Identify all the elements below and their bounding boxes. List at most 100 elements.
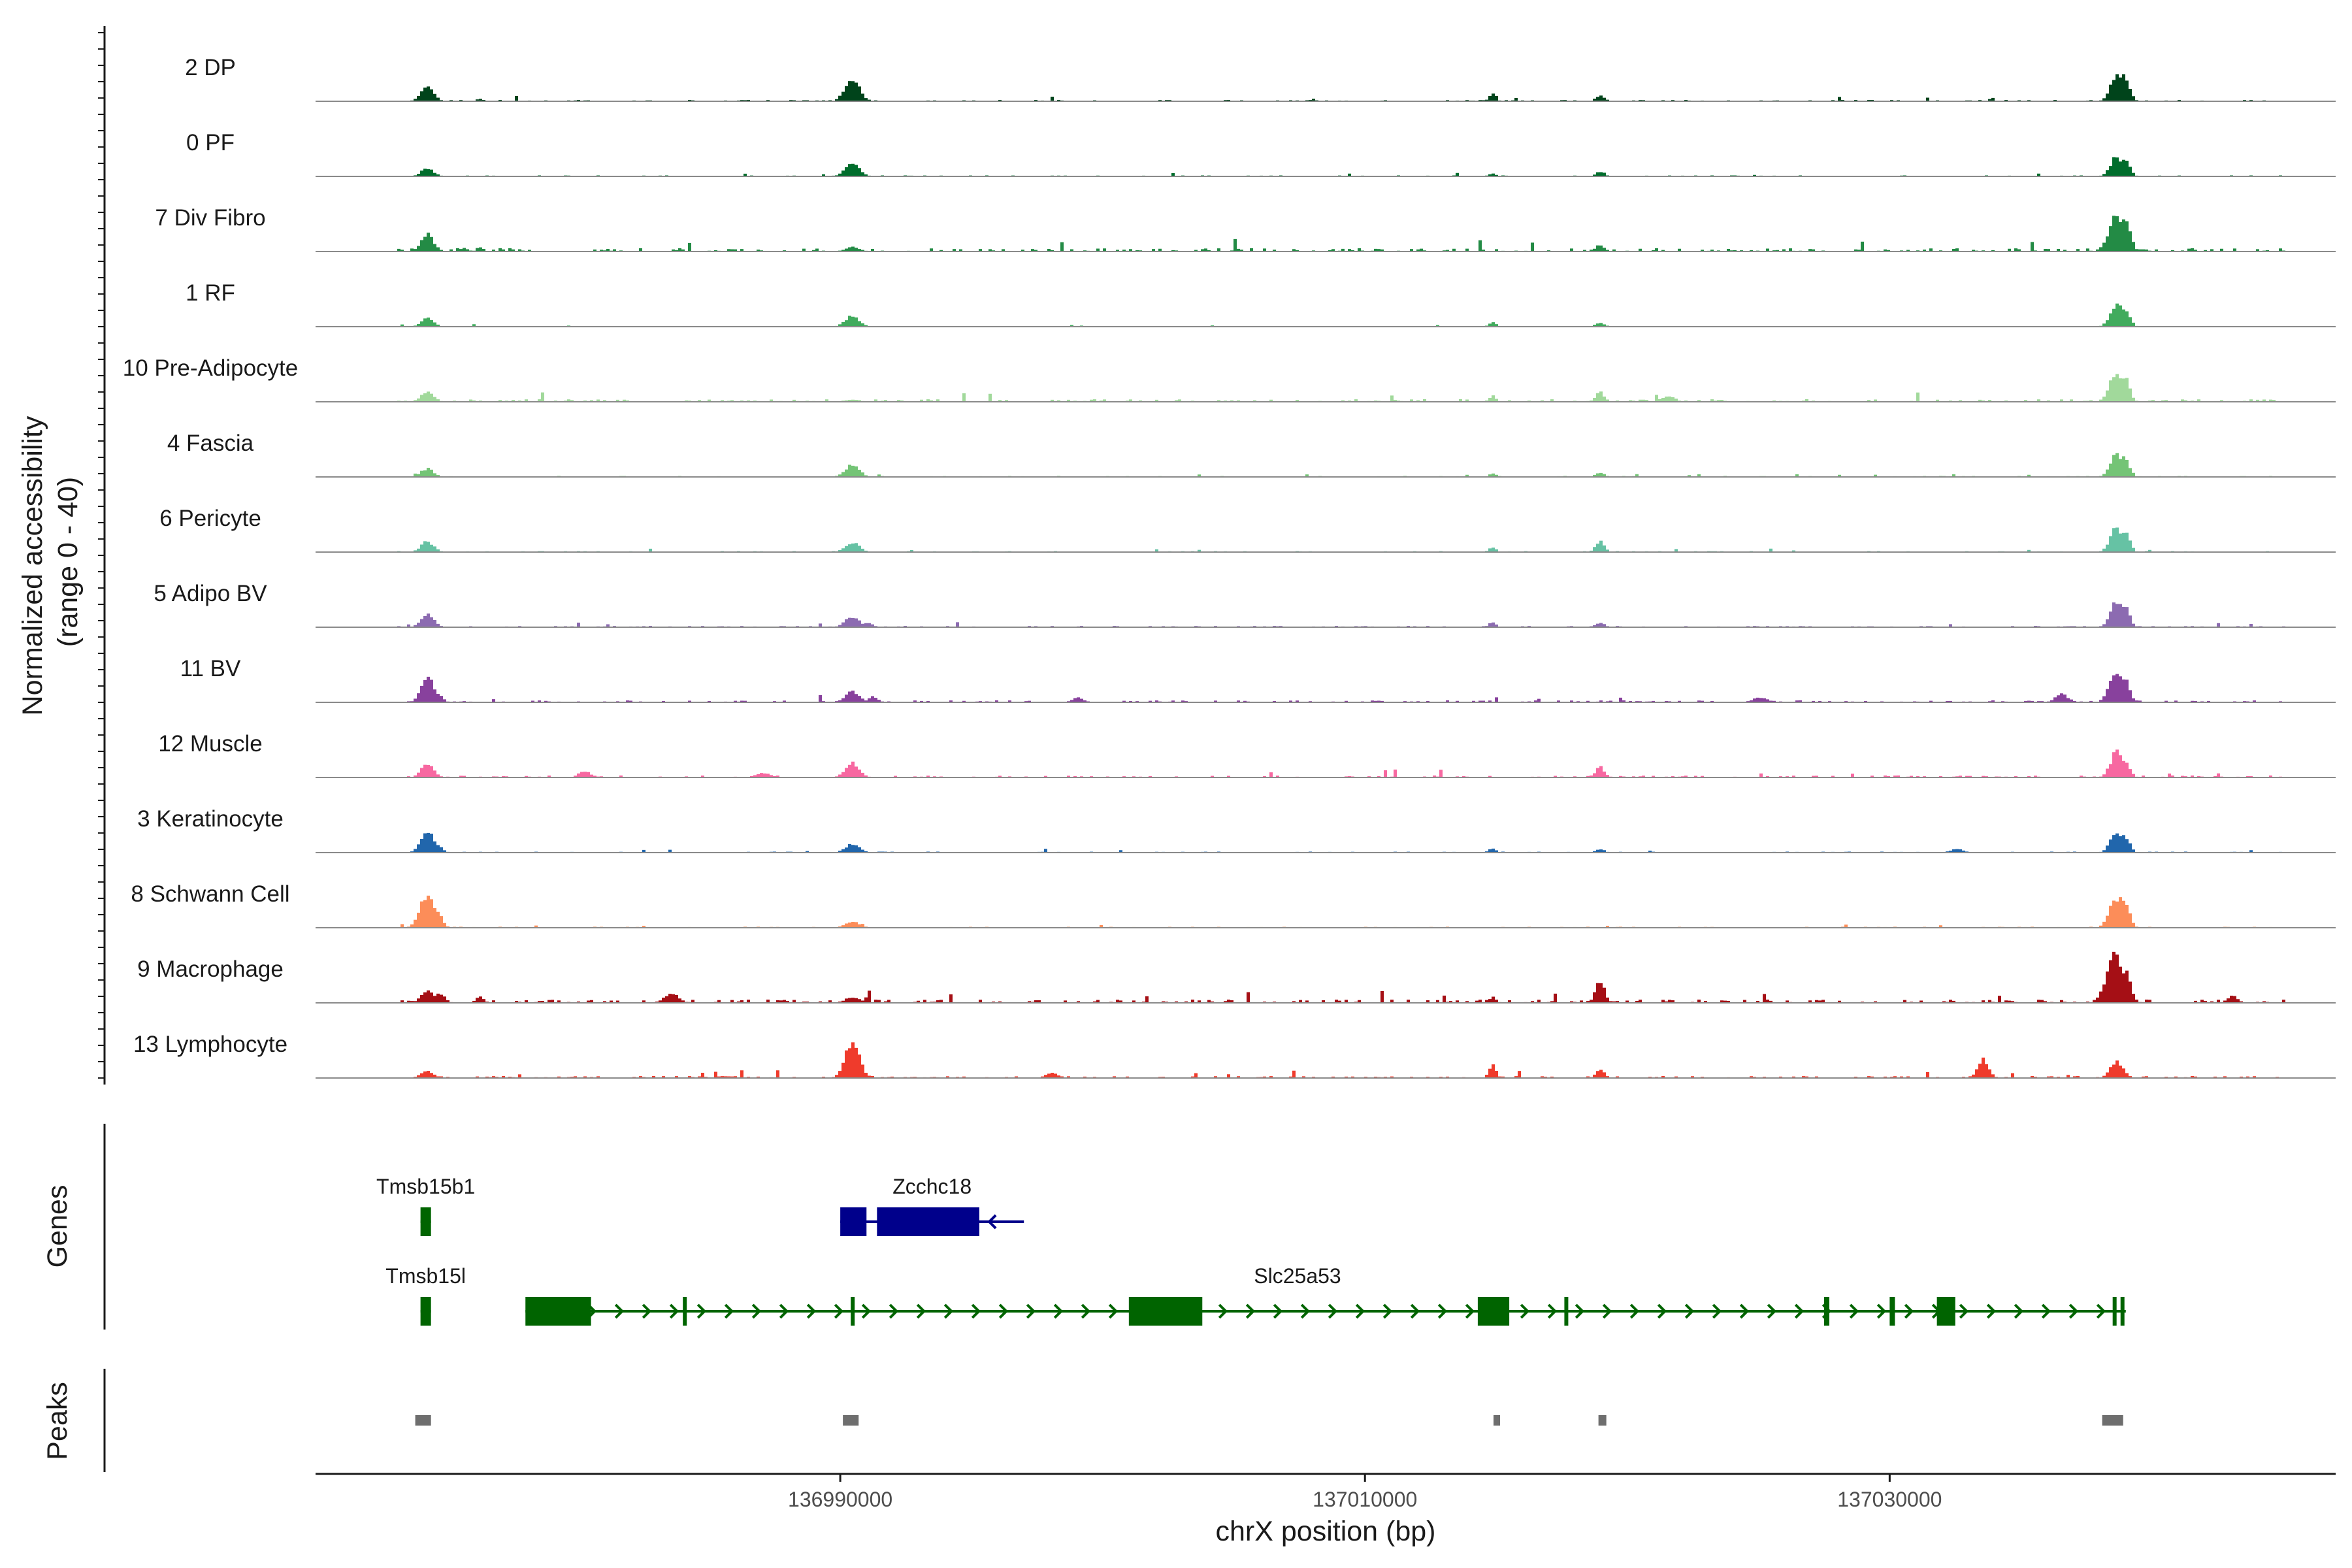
strand-arrow [834, 1303, 844, 1319]
peak-region [2102, 1415, 2123, 1426]
track-3: 7 Div Fibro [155, 205, 2338, 252]
strand-arrow [751, 1303, 762, 1319]
gene-exon [1889, 1297, 1895, 1326]
track-13: 9 Macrophage [137, 951, 2338, 1004]
x-tick-label: 137010000 [1313, 1488, 1417, 1511]
strand-arrow [1712, 1303, 1722, 1319]
track-label: 5 Adipo BV [154, 581, 267, 606]
strand-arrow [1849, 1303, 1859, 1319]
peak-regions [415, 1415, 2123, 1426]
track-label: 13 Lymphocyte [133, 1032, 287, 1057]
strand-arrow [1026, 1303, 1036, 1319]
strand-arrow [1959, 1303, 1969, 1319]
strand-arrow [1986, 1303, 1997, 1319]
gene-exon [1936, 1297, 1955, 1326]
strand-arrow [916, 1303, 926, 1319]
strand-arrow [1437, 1303, 1448, 1319]
strand-arrow [1273, 1303, 1283, 1319]
strand-arrow [1328, 1303, 1338, 1319]
strand-arrow [889, 1303, 899, 1319]
peak-region [1493, 1415, 1500, 1426]
track-label: 9 Macrophage [137, 956, 284, 982]
gene-annotations: Tmsb15b1 Zcchc18 Tmsb15l Slc25a53 [376, 1175, 2126, 1326]
strand-arrow [696, 1303, 707, 1319]
track-label: 8 Schwann Cell [131, 881, 289, 907]
track-12: 8 Schwann Cell [131, 881, 2338, 928]
strand-arrow [1629, 1303, 1640, 1319]
gene-label: Slc25a53 [1254, 1264, 1341, 1288]
y-axis-title-line2: (range 0 - 40) [52, 477, 84, 647]
track-5: 10 Pre-Adipocyte [123, 355, 2338, 402]
track-label: 6 Pericyte [159, 506, 261, 531]
strand-arrow [2096, 1303, 2106, 1319]
track-label: 2 DP [185, 55, 236, 80]
strand-arrow [642, 1303, 652, 1319]
strand-arrow [1547, 1303, 1558, 1319]
strand-arrow [2068, 1303, 2079, 1319]
strand-arrow [1382, 1303, 1393, 1319]
track-label: 3 Keratinocyte [137, 806, 284, 832]
strand-arrow [1876, 1303, 1887, 1319]
gene-exon [420, 1207, 431, 1236]
track-2: 0 PF [186, 130, 2338, 177]
track-10: 12 Muscle [158, 731, 2338, 778]
peak-region [415, 1415, 431, 1426]
peaks-panel-title: Peaks [42, 1382, 73, 1460]
strand-arrow [1218, 1303, 1228, 1319]
strand-arrow [1520, 1303, 1530, 1319]
strand-arrow [1355, 1303, 1365, 1319]
gene-label: Tmsb15l [385, 1264, 466, 1288]
x-axis-ticks: 136990000 137010000 137030000 [788, 1474, 1942, 1511]
gene-exon [420, 1297, 431, 1326]
gene-tmsb15b1: Tmsb15b1 [376, 1175, 475, 1236]
peak-region [1598, 1415, 1607, 1426]
x-tick-label: 137030000 [1837, 1488, 1942, 1511]
coverage-area [316, 74, 2338, 101]
gene-slc25a53: Slc25a53 [525, 1264, 2126, 1326]
track-6: 4 Fascia [167, 431, 2338, 478]
genes-panel-title: Genes [42, 1185, 73, 1268]
strand-arrow [1657, 1303, 1667, 1319]
strand-arrow [1904, 1303, 1914, 1319]
strand-arrow [806, 1303, 817, 1319]
strand-arrow [1245, 1303, 1256, 1319]
gene-exon [2112, 1297, 2117, 1326]
track-11: 3 Keratinocyte [137, 806, 2338, 853]
strand-arrow [724, 1303, 734, 1319]
track-label: 7 Div Fibro [155, 205, 265, 231]
gene-exon [2120, 1297, 2125, 1326]
strand-arrow [1081, 1303, 1091, 1319]
gene-label: Tmsb15b1 [376, 1175, 475, 1198]
strand-arrow [1794, 1303, 1805, 1319]
peak-region [843, 1415, 859, 1426]
track-label: 10 Pre-Adipocyte [123, 355, 298, 381]
strand-arrow [971, 1303, 981, 1319]
strand-arrow [1602, 1303, 1612, 1319]
strand-arrow [861, 1303, 872, 1319]
y-axis-title-line1: Normalized accessibility [17, 416, 48, 715]
y-axis-title: Normalized accessibility (range 0 - 40) [17, 408, 84, 716]
track-axis [98, 26, 106, 1085]
x-axis-title: chrX position (bp) [1216, 1516, 1436, 1547]
track-label: 11 BV [180, 656, 241, 681]
gene-exon [1128, 1297, 1203, 1326]
strand-arrow [1108, 1303, 1119, 1319]
track-14: 13 Lymphocyte [133, 1032, 2338, 1079]
track-label: 12 Muscle [158, 731, 263, 757]
track-1: 2 DP [185, 55, 2338, 102]
strand-arrow [779, 1303, 789, 1319]
strand-arrow [614, 1303, 625, 1319]
gene-exon [840, 1207, 867, 1236]
gene-label: Zcchc18 [892, 1175, 972, 1198]
gene-exon [851, 1297, 855, 1326]
track-8: 5 Adipo BV [154, 581, 2338, 628]
gene-exon [1823, 1297, 1829, 1326]
strand-arrow [1739, 1303, 1750, 1319]
strand-arrow [2041, 1303, 2051, 1319]
track-label: 4 Fascia [167, 431, 254, 456]
track-9: 11 BV [180, 656, 2338, 703]
gene-exon [877, 1207, 979, 1236]
strand-arrow [1465, 1303, 1475, 1319]
